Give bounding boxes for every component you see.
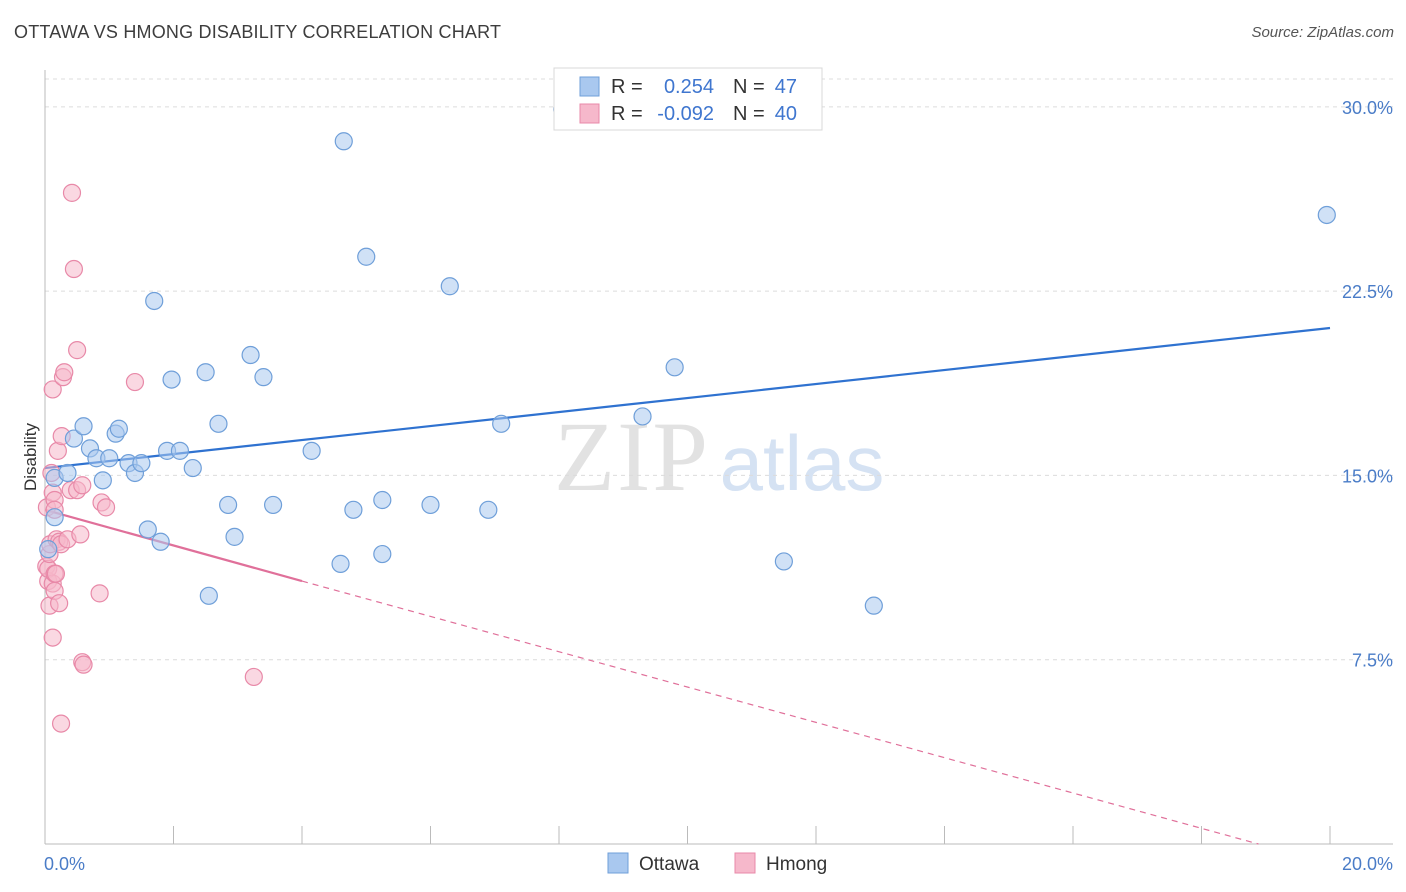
bottom-legend-swatch-ottawa [607,852,629,874]
ottawa-point-1 [45,508,64,527]
y-tick-label-2: 22.5% [1342,282,1393,302]
source-credit: Source: ZipAtlas.com [1251,24,1394,41]
ottawa-point-30 [302,441,321,460]
trend-line-hmong [44,508,303,583]
ottawa-point-33 [344,500,363,519]
hmong-point-35 [74,655,93,674]
ottawa-point-21 [183,458,202,478]
bottom-legend-swatch-hmong [734,852,756,874]
ottawa-point-29 [263,495,283,515]
ottawa-point-0 [39,540,58,559]
x-tick-label-max: 20.0% [1342,854,1393,874]
ottawa-point-45 [864,596,883,615]
hmong-point-40 [244,667,263,687]
ottawa-point-42 [633,407,652,426]
hmong-point-10 [43,628,62,647]
trend-line-hmong-extension [301,580,1259,845]
legend-r-label-ottawa: R = [611,76,643,98]
bottom-legend-label-ottawa: Ottawa [639,854,700,875]
legend-swatch-ottawa [579,76,600,97]
hmong-point-9 [43,380,62,399]
legend-r-value-hmong: -0.092 [657,103,714,125]
ottawa-point-4 [64,429,84,448]
y-tick-label-0: 7.5% [1352,651,1393,671]
ottawa-point-17 [151,532,170,551]
ottawa-point-35 [373,544,392,564]
y-tick-labels: 7.5% 15.0% 22.5% 30.0% [1342,98,1393,671]
hmong-point-39 [125,372,145,392]
legend-r-label-hmong: R = [611,103,643,125]
trend-line-ottawa [44,326,1331,470]
ottawa-point-44 [774,552,793,571]
ottawa-point-34 [357,247,376,266]
ottawa-point-5 [74,417,93,436]
ottawa-point-23 [199,586,218,605]
ottawa-point-15 [138,520,157,539]
ottawa-point-26 [225,527,244,546]
legend-n-label-hmong: N = [733,103,765,125]
ottawa-point-28 [254,368,273,387]
ottawa-point-39 [479,500,498,519]
ottawa-point-40 [492,414,511,433]
legend-r-value-ottawa: 0.254 [664,76,714,98]
hmong-point-30 [68,341,87,360]
hmong-point-28 [62,183,82,202]
ottawa-point-32 [334,132,353,151]
hmong-point-29 [64,259,84,279]
hmong-point-33 [73,476,92,495]
ottawa-point-19 [162,370,181,389]
ottawa-point-27 [241,345,260,365]
chart-title: OTTAWA VS HMONG DISABILITY CORRELATION C… [14,22,502,42]
ottawa-point-38 [440,277,459,296]
bottom-legend-label-hmong: Hmong [766,854,827,875]
hmong-point-16 [46,564,66,583]
ottawa-point-8 [93,471,112,490]
hmong-point-38 [96,498,116,517]
hmong-point-20 [50,594,69,613]
ottawa-point-16 [145,291,164,311]
legend-n-value-hmong: 40 [775,103,797,125]
hmong-point-32 [71,525,90,544]
y-tick-label-1: 15.0% [1342,466,1393,486]
trend-lines [44,326,1331,845]
hmong-point-21 [51,714,71,733]
ottawa-point-31 [331,554,350,573]
bottom-legend: Ottawa Hmong [607,852,827,875]
ottawa-point-3 [58,463,77,483]
ottawa-point-20 [170,441,190,460]
ottawa-point-14 [132,454,151,473]
legend-swatch-hmong [579,103,600,124]
ottawa-point-46 [1317,205,1336,225]
legend-n-value-ottawa: 47 [775,76,797,98]
watermark-zip: ZIP [554,401,710,512]
ottawa-point-9 [100,449,119,468]
ottawa-point-24 [209,414,228,433]
y-tick-label-3: 30.0% [1342,98,1393,118]
legend-box: R = 0.254 N = 47 R = -0.092 N = 40 [553,67,823,131]
ottawa-point-36 [373,490,392,510]
legend-n-label-ottawa: N = [733,76,765,98]
watermark: ZIP atlas [554,401,884,512]
gridlines [45,78,1393,661]
data-points [37,100,1336,733]
ottawa-point-25 [219,495,238,515]
axes [44,70,1393,845]
ottawa-point-37 [421,495,440,515]
y-axis-title: Disability [21,422,40,491]
ottawa-point-43 [665,358,684,377]
hmong-point-25 [55,363,74,382]
hmong-point-36 [90,584,109,603]
ottawa-point-11 [109,419,128,438]
ottawa-point-22 [196,363,215,382]
x-tick-label-min: 0.0% [44,854,85,874]
watermark-atlas: atlas [720,419,885,507]
